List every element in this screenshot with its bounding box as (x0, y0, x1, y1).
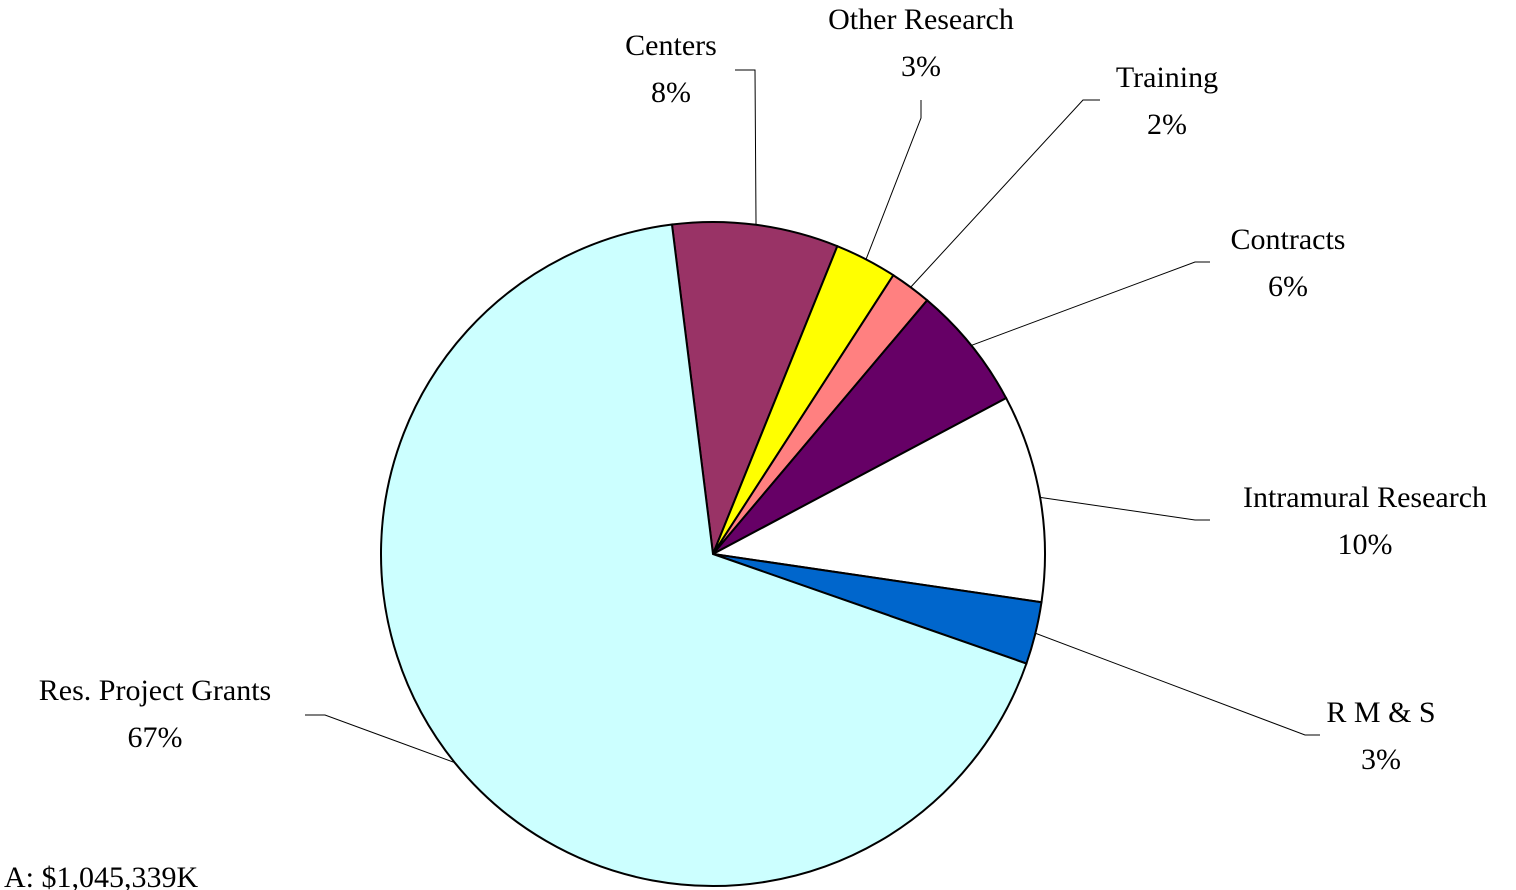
pie-slice (380, 223, 1028, 888)
leader-line (1040, 496, 1210, 521)
slice-label: Centers (625, 29, 717, 62)
pie-slice (709, 396, 1046, 604)
slice-value-label: 6% (1268, 270, 1308, 303)
leader-line (865, 100, 922, 260)
slice-value-label: 10% (1338, 528, 1393, 561)
slice-value-label: 8% (651, 76, 691, 109)
slice-label: Contracts (1231, 223, 1346, 256)
slice-label: Other Research (828, 3, 1014, 36)
slice-value-label: 2% (1147, 108, 1187, 141)
slice-label: Intramural Research (1243, 481, 1487, 514)
leader-line (1035, 632, 1320, 736)
leader-line (910, 99, 1100, 288)
leader-line (735, 69, 757, 225)
slice-label: Res. Project Grants (39, 674, 271, 707)
slice-label: R M & S (1326, 696, 1435, 729)
leader-line (305, 714, 455, 764)
note: A: $1,045,339K (4, 861, 199, 890)
pie-slice (712, 298, 1008, 555)
slice-value-label: 3% (1361, 743, 1401, 776)
slice-value-label: 3% (901, 50, 941, 83)
leader-line (971, 261, 1210, 346)
slice-value-label: 67% (128, 721, 183, 754)
slice-label: Training (1116, 61, 1218, 94)
